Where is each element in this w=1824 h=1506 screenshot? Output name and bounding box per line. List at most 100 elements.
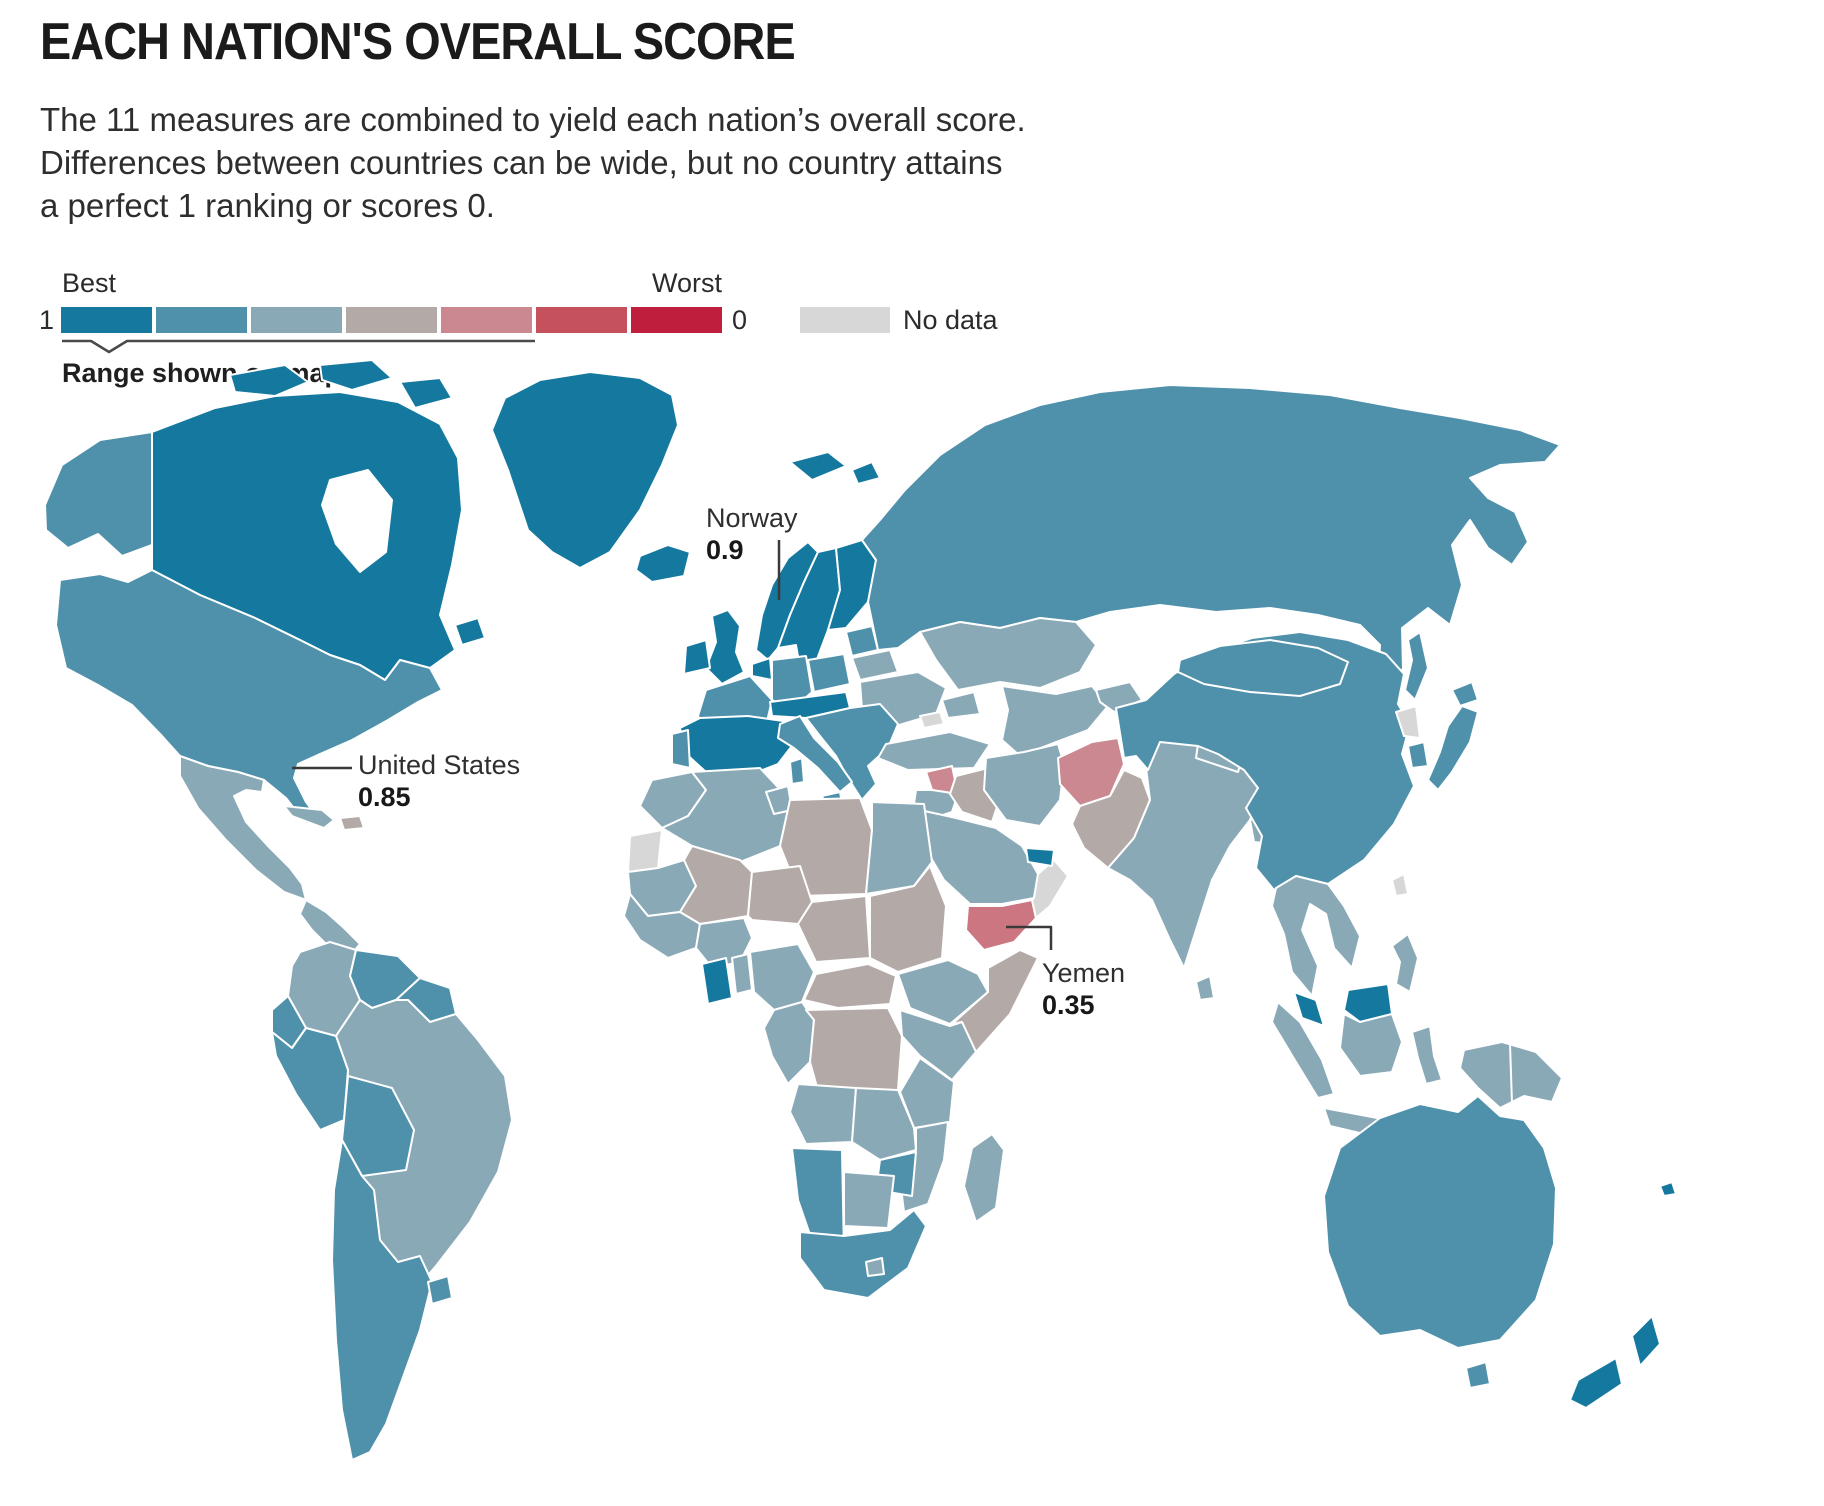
country-kazakhstan [919, 617, 1097, 691]
country-south-korea [1407, 741, 1429, 769]
region-central-asia [1001, 685, 1109, 757]
country-china [1115, 631, 1415, 891]
subtitle-line-3: a perfect 1 ranking or scores 0. [40, 187, 495, 224]
legend-swatch-1 [61, 307, 152, 333]
annotation-united-states: United States 0.85 [358, 750, 520, 812]
country-svalbard [789, 451, 847, 481]
region-crimea [919, 711, 945, 729]
region-kalimantan [1339, 1013, 1403, 1077]
country-poland [807, 653, 851, 693]
country-ireland [683, 639, 711, 675]
region-balkans [805, 703, 899, 801]
country-mexico [179, 755, 307, 901]
country-new-zealand-south [1569, 1357, 1623, 1409]
legend-swatch-6 [536, 307, 627, 333]
annotation-yemen: Yemen 0.35 [1042, 958, 1125, 1020]
legend-best-label: Best [62, 268, 117, 298]
legend-min-value: 0 [732, 305, 748, 335]
country-chad [797, 895, 871, 963]
region-togo-benin [731, 953, 753, 995]
region-uae-qatar [1025, 847, 1055, 867]
legend-swatch-7 [631, 307, 722, 333]
annotation-yemen-label: Yemen [1042, 958, 1126, 988]
country-philippines [1391, 933, 1419, 993]
country-oman [1031, 859, 1069, 919]
country-peru [271, 1027, 349, 1131]
region-argentina-chile [331, 1139, 433, 1461]
subtitle-line-1: The 11 measures are combined to yield ea… [40, 101, 1026, 138]
region-indochina [1271, 875, 1361, 997]
country-newfoundland [454, 617, 486, 646]
country-madagascar [963, 1133, 1005, 1223]
country-spain [679, 715, 799, 779]
country-yemen [965, 899, 1037, 951]
country-afghanistan [1057, 737, 1125, 807]
country-sudan [869, 865, 947, 973]
country-south-africa [799, 1209, 927, 1299]
annotation-united-states-label: United States [358, 750, 521, 780]
annotation-norway-value: 0.9 [706, 535, 744, 565]
page-title: EACH NATION'S OVERALL SCORE [40, 13, 796, 71]
country-central-african-republic [803, 963, 897, 1009]
country-north-korea [1395, 705, 1421, 739]
country-alaska [44, 431, 153, 557]
region-hokkaido [1451, 681, 1479, 707]
country-ghana [701, 957, 733, 1005]
annotation-norway: Norway 0.9 [706, 503, 798, 565]
country-arctic-islands [399, 377, 453, 409]
legend-color-scale [61, 307, 722, 333]
country-svalbard [851, 461, 881, 485]
region-sumatra [1271, 1001, 1335, 1099]
legend-worst-label: Worst [651, 268, 722, 298]
country-belarus [851, 649, 899, 681]
country-iran [983, 743, 1065, 827]
country-malaysia [1293, 991, 1325, 1027]
country-united-kingdom [705, 609, 745, 685]
country-portugal [671, 729, 691, 769]
region-caucasus [941, 691, 981, 719]
region-sakhalin [1404, 631, 1429, 701]
region-sardinia [789, 757, 805, 785]
border-png [1509, 1043, 1513, 1105]
region-tasmania [1465, 1361, 1491, 1389]
country-japan [1427, 705, 1479, 791]
region-western-sahara [627, 829, 663, 873]
subtitle-line-2: Differences between countries can be wid… [40, 144, 1003, 181]
country-botswana [843, 1171, 895, 1229]
country-kenya [899, 1009, 977, 1081]
annotation-norway-label: Norway [706, 503, 798, 533]
country-sri-lanka [1195, 975, 1215, 1001]
subtitle: The 11 measures are combined to yield ea… [40, 98, 1026, 227]
country-arctic-islands [229, 364, 309, 397]
country-new-zealand-north [1631, 1315, 1661, 1367]
country-united-states [55, 569, 443, 825]
region-fiji [1659, 1181, 1677, 1197]
annotation-united-states-value: 0.85 [358, 782, 411, 812]
region-cameroon-gabon [763, 1001, 815, 1085]
country-lesotho [865, 1257, 885, 1277]
legend-swatch-5 [441, 307, 532, 333]
country-arctic-islands [319, 359, 393, 391]
leader-yemen [1006, 925, 1053, 950]
country-italy [777, 715, 853, 793]
region-benelux [751, 657, 773, 681]
region-sulawesi [1411, 1025, 1443, 1085]
country-angola [789, 1083, 857, 1145]
annotation-yemen-value: 0.35 [1042, 990, 1095, 1020]
country-taiwan [1391, 873, 1409, 897]
legend-nodata-label: No data [903, 305, 998, 335]
legend-swatch-3 [251, 307, 342, 333]
legend-max-value: 1 [38, 305, 54, 335]
country-australia [1323, 1095, 1557, 1349]
legend-swatch-4 [346, 307, 437, 333]
legend-nodata-swatch [800, 307, 890, 333]
country-greenland [491, 371, 679, 569]
country-cuba [283, 805, 335, 829]
country-hispaniola [339, 815, 365, 831]
country-iceland [635, 544, 691, 583]
country-uruguay [427, 1275, 453, 1305]
country-turkey [877, 731, 991, 771]
country-bolivia [341, 1075, 415, 1177]
country-russia [861, 384, 1561, 701]
